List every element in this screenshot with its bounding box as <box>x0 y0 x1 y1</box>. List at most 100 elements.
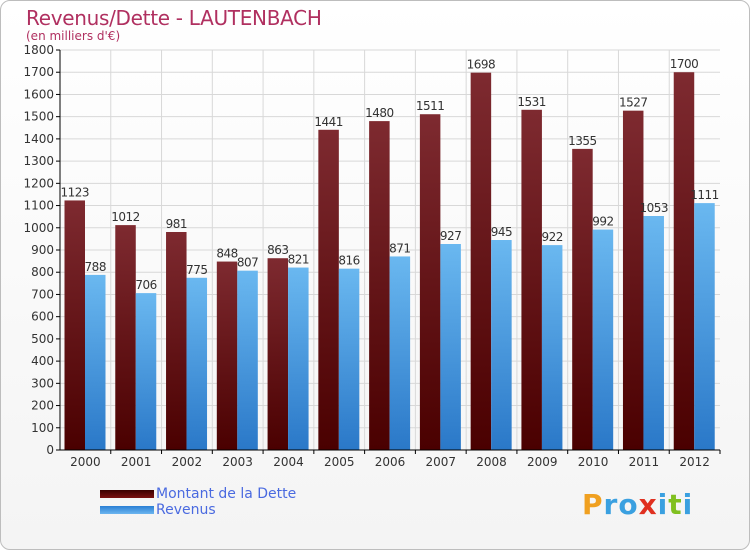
y-tick-label: 900 <box>31 243 54 257</box>
bar-revenue <box>338 268 360 450</box>
data-label-revenue: 1053 <box>639 201 668 215</box>
bar-debt <box>521 109 542 451</box>
data-label-revenue: 927 <box>440 229 461 243</box>
data-label-debt: 863 <box>267 243 288 257</box>
bar-revenue <box>186 277 208 450</box>
legend-swatch-debt <box>100 490 154 498</box>
bar-debt <box>369 121 390 450</box>
data-label-revenue: 816 <box>338 254 359 268</box>
x-tick-label: 2006 <box>375 455 406 469</box>
x-tick-label: 2002 <box>172 455 203 469</box>
y-tick-label: 400 <box>31 354 54 368</box>
bar-debt <box>166 232 187 450</box>
legend-item-revenue: Revenus <box>100 502 296 518</box>
x-tick-label: 2001 <box>121 455 152 469</box>
data-label-revenue: 706 <box>135 278 156 292</box>
y-tick-label: 800 <box>31 265 54 279</box>
bar-revenue <box>643 216 664 450</box>
y-tick-label: 500 <box>31 332 54 346</box>
data-label-debt: 981 <box>166 217 187 231</box>
bar-debt <box>115 225 136 450</box>
y-tick-label: 200 <box>31 399 54 413</box>
logo-letter: t <box>668 488 683 521</box>
bar-revenue <box>237 270 258 450</box>
bar-debt <box>267 258 289 450</box>
axes: 0 100 200 300 400 500 600 700 800 900 1000 1100 1200… <box>23 43 721 469</box>
y-tick-label: 300 <box>31 376 54 390</box>
legend-label-debt: Montant de la Dette <box>156 486 297 502</box>
y-tick-label: 700 <box>31 287 54 301</box>
bar-debt <box>64 200 85 450</box>
logo-letter: i <box>682 488 694 521</box>
legend-swatch-revenue <box>100 506 154 514</box>
data-label-debt: 1700 <box>670 57 699 71</box>
data-label-debt: 1012 <box>111 210 140 224</box>
y-tick-label: 1700 <box>23 65 54 79</box>
data-label-revenue: 807 <box>237 256 258 270</box>
bar-revenue <box>440 244 461 450</box>
data-label-debt: 1511 <box>416 99 445 113</box>
x-tick-label: 2004 <box>273 455 304 469</box>
y-tick-label: 1600 <box>23 87 54 101</box>
y-tick-label: 1400 <box>23 132 54 146</box>
data-label-debt: 1480 <box>365 106 394 120</box>
data-label-debt: 848 <box>216 247 237 261</box>
x-tick-label: 2005 <box>324 455 355 469</box>
bar-revenue <box>389 256 411 450</box>
data-label-revenue: 922 <box>541 230 562 244</box>
data-label-debt: 1355 <box>568 134 597 148</box>
x-tick-label: 2008 <box>476 455 507 469</box>
data-label-debt: 1531 <box>517 95 546 109</box>
legend-label-revenue: Revenus <box>156 502 216 518</box>
bars <box>64 72 715 451</box>
x-tick-label: 2007 <box>425 455 456 469</box>
data-label-revenue: 1111 <box>690 188 719 202</box>
x-tick-label: 2010 <box>578 455 609 469</box>
y-tick-label: 1000 <box>23 221 54 235</box>
proxiti-logo: Proxiti <box>582 488 693 521</box>
bar-revenue <box>491 240 512 450</box>
data-label-debt: 1698 <box>467 58 496 72</box>
data-label-revenue: 945 <box>491 225 512 239</box>
bar-revenue <box>288 267 309 450</box>
legend-item-debt: Montant de la Dette <box>100 486 296 502</box>
bar-revenue <box>694 203 715 450</box>
y-tick-label: 1200 <box>23 176 54 190</box>
data-label-debt: 1527 <box>619 96 648 110</box>
bar-revenue <box>85 274 106 450</box>
x-tick-label: 2000 <box>70 455 101 469</box>
y-tick-label: 1800 <box>23 43 54 57</box>
bar-debt <box>622 110 644 451</box>
bar-revenue <box>592 229 614 450</box>
chart-subtitle: (en milliers d'€) <box>26 29 121 43</box>
x-tick-label: 2011 <box>629 455 660 469</box>
data-label-revenue: 788 <box>85 260 106 274</box>
logo-letter: r <box>603 488 619 521</box>
bar-debt <box>572 148 593 450</box>
bar-revenue <box>541 245 563 450</box>
y-tick-label: 1100 <box>23 199 54 213</box>
logo-letter: P <box>582 488 604 521</box>
logo-letter: i <box>657 488 669 521</box>
chart-title: Revenus/Dette - LAUTENBACH <box>26 6 322 30</box>
bar-debt <box>673 72 695 450</box>
x-tick-label: 2003 <box>222 455 253 469</box>
data-label-debt: 1123 <box>60 185 89 199</box>
data-label-debt: 1441 <box>314 115 343 129</box>
y-tick-label: 1500 <box>23 110 54 124</box>
logo-letter: o <box>618 488 639 521</box>
data-label-revenue: 992 <box>592 215 613 229</box>
y-tick-label: 0 <box>46 443 54 457</box>
x-tick-label: 2012 <box>679 455 710 469</box>
data-label-revenue: 821 <box>288 253 309 267</box>
bar-debt <box>419 114 441 450</box>
data-label-revenue: 871 <box>389 241 410 255</box>
x-tick-label: 2009 <box>527 455 558 469</box>
y-tick-label: 1300 <box>23 154 54 168</box>
legend: Montant de la Dette Revenus <box>100 486 296 518</box>
bar-revenue <box>135 293 157 450</box>
logo-letter: x <box>638 488 658 521</box>
bar-debt <box>216 261 238 450</box>
